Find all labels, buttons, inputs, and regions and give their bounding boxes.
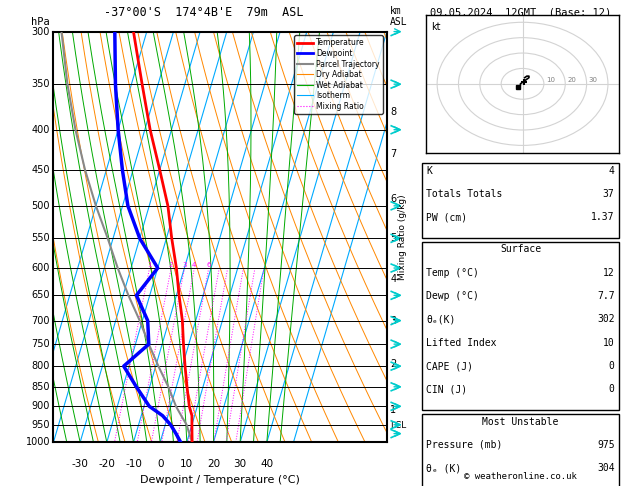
Text: 4: 4 [192,262,196,268]
Text: © weatheronline.co.uk: © weatheronline.co.uk [464,472,577,481]
Text: Most Unstable: Most Unstable [482,417,559,427]
Text: -20: -20 [98,459,115,469]
Text: 3: 3 [390,315,396,326]
Text: 850: 850 [31,382,50,392]
Text: Lifted Index: Lifted Index [426,338,497,348]
Text: 7: 7 [390,149,396,159]
Text: 30: 30 [233,459,247,469]
Text: hPa: hPa [31,17,50,28]
Text: 5: 5 [390,233,396,243]
Text: 900: 900 [31,401,50,411]
Text: CAPE (J): CAPE (J) [426,361,474,371]
Text: 20: 20 [207,459,220,469]
Bar [423,242,619,410]
Text: 304: 304 [597,463,615,473]
Text: 500: 500 [31,201,50,211]
Text: θₑ(K): θₑ(K) [426,314,456,325]
Text: 800: 800 [31,361,50,371]
Text: -10: -10 [125,459,142,469]
Text: 400: 400 [31,125,50,135]
Text: 1: 1 [147,262,152,268]
Text: Dewp (°C): Dewp (°C) [426,291,479,301]
Text: km
ASL: km ASL [390,6,408,28]
Text: 3: 3 [182,262,187,268]
Text: Temp (°C): Temp (°C) [426,268,479,278]
Bar [423,163,619,238]
Text: 300: 300 [31,27,50,36]
Text: 0: 0 [609,361,615,371]
Text: 7.7: 7.7 [597,291,615,301]
Text: 975: 975 [597,440,615,450]
Text: 302: 302 [597,314,615,325]
Text: 2: 2 [169,262,174,268]
Text: θₑ (K): θₑ (K) [426,463,462,473]
Text: 4: 4 [390,274,396,284]
Text: K: K [426,166,432,176]
Text: 6: 6 [206,262,211,268]
Text: 1.37: 1.37 [591,212,615,223]
Text: 37: 37 [603,189,615,199]
Text: 09.05.2024  12GMT  (Base: 12): 09.05.2024 12GMT (Base: 12) [430,7,611,17]
Text: Pressure (mb): Pressure (mb) [426,440,503,450]
Text: 10: 10 [181,459,193,469]
Text: -30: -30 [72,459,89,469]
Bar [423,414,619,486]
Text: 750: 750 [31,339,50,349]
Text: Mixing Ratio (g/kg): Mixing Ratio (g/kg) [398,194,407,280]
Text: 350: 350 [31,79,50,89]
Text: 2: 2 [390,359,396,369]
Text: 700: 700 [31,315,50,326]
Text: 0: 0 [157,459,164,469]
Text: 10: 10 [603,338,615,348]
Text: 450: 450 [31,165,50,175]
Text: CIN (J): CIN (J) [426,384,467,395]
Text: 12: 12 [603,268,615,278]
Text: -37°00'S  174°4B'E  79m  ASL: -37°00'S 174°4B'E 79m ASL [104,6,303,19]
Text: 4: 4 [609,166,615,176]
Text: Dewpoint / Temperature (°C): Dewpoint / Temperature (°C) [140,475,300,485]
Text: 650: 650 [31,290,50,300]
Text: 1: 1 [390,405,396,415]
Text: 6: 6 [390,194,396,204]
Text: 8: 8 [390,107,396,117]
Text: LCL: LCL [390,421,406,430]
Text: 40: 40 [260,459,274,469]
Text: 600: 600 [31,263,50,273]
Text: 1000: 1000 [26,437,50,447]
Text: 950: 950 [31,420,50,430]
Text: Surface: Surface [500,244,541,255]
Legend: Temperature, Dewpoint, Parcel Trajectory, Dry Adiabat, Wet Adiabat, Isotherm, Mi: Temperature, Dewpoint, Parcel Trajectory… [294,35,383,114]
Text: Totals Totals: Totals Totals [426,189,503,199]
Text: 0: 0 [609,384,615,395]
Text: PW (cm): PW (cm) [426,212,467,223]
Text: 550: 550 [31,233,50,243]
